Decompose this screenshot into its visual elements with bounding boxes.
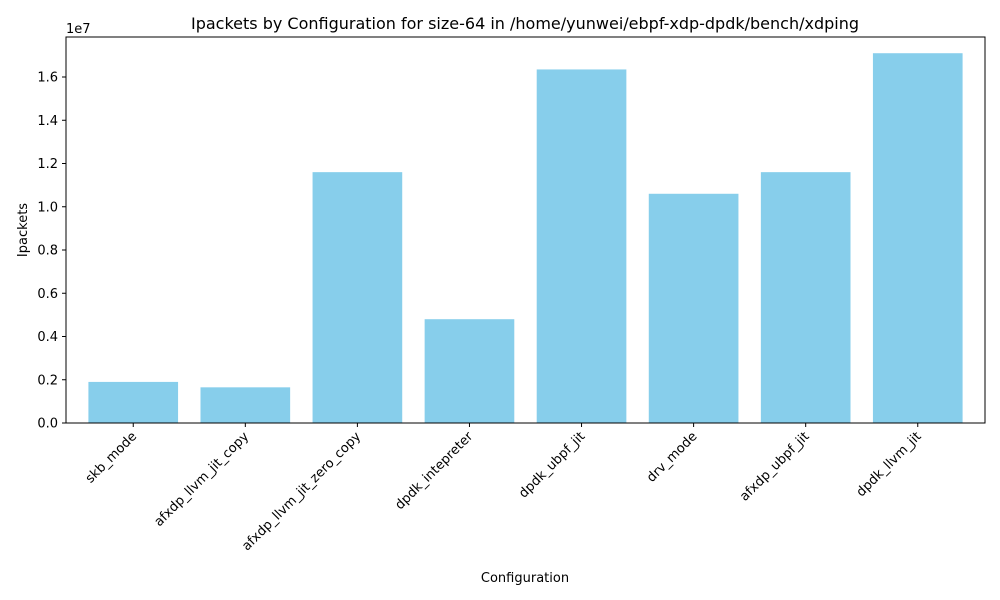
y-tick-label: 1.0 (37, 200, 58, 215)
x-tick-label-skb_mode: skb_mode (83, 429, 140, 486)
y-tick-label: 1.4 (37, 114, 58, 129)
y-axis-ticks: 0.0 0.2 0.4 0.6 0.8 1.0 1.2 1.4 1.6 (37, 71, 66, 432)
bar-dpdk_intepreter (424, 319, 515, 423)
bar-afxdp_llvm_jit_copy (200, 387, 291, 423)
x-axis-title: Configuration (481, 571, 569, 586)
y-tick-label: 0.2 (37, 373, 58, 388)
x-tick-label-dpdk_ubpf_jit: dpdk_ubpf_jit (516, 429, 588, 501)
x-tick-label-drv_mode: drv_mode (644, 429, 700, 485)
y-tick-label: 1.6 (37, 71, 58, 86)
x-tick-label-afxdp_llvm_jit_zero_copy: afxdp_llvm_jit_zero_copy (239, 429, 364, 554)
x-tick-label-dpdk_llvm_jit: dpdk_llvm_jit (854, 429, 925, 500)
bar-afxdp_ubpf_jit (760, 172, 851, 423)
bars-group (88, 53, 963, 424)
bar-dpdk_ubpf_jit (536, 69, 627, 423)
plot-frame (65, 36, 986, 424)
y-tick-label: 0.4 (37, 330, 58, 345)
y-tick-label: 0.8 (37, 244, 58, 259)
y-scale-label: 1e7 (66, 22, 91, 37)
y-tick-label: 0.0 (37, 417, 58, 432)
chart-title: Ipackets by Configuration for size-64 in… (191, 14, 859, 33)
x-tick-label-afxdp_ubpf_jit: afxdp_ubpf_jit (737, 429, 812, 504)
x-tick-label-afxdp_llvm_jit_copy: afxdp_llvm_jit_copy (152, 429, 253, 530)
bar-afxdp_llvm_jit_zero_copy (312, 172, 403, 423)
y-tick-label: 0.6 (37, 287, 58, 302)
x-tick-label-dpdk_intepreter: dpdk_intepreter (393, 429, 477, 513)
bar-skb_mode (88, 381, 179, 423)
bar-dpdk_llvm_jit (872, 53, 963, 424)
y-axis-title: Ipackets (16, 203, 31, 257)
bar-drv_mode (648, 193, 739, 423)
y-tick-label: 1.2 (37, 157, 58, 172)
x-axis-ticks: skb_mode afxdp_llvm_jit_copyafxdp_llvm_ji… (83, 423, 925, 554)
